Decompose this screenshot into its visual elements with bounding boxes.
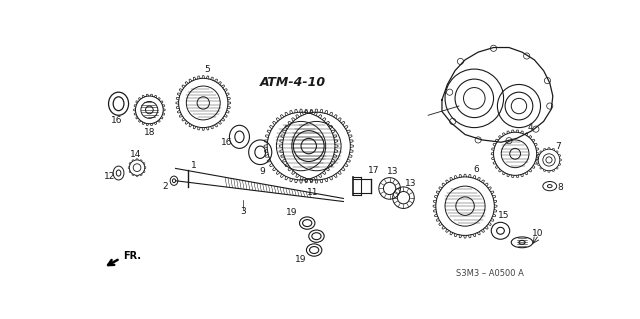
Text: 13: 13 [387, 167, 399, 176]
Text: 5: 5 [204, 64, 210, 74]
Text: 11: 11 [307, 188, 318, 197]
Text: 15: 15 [498, 211, 509, 220]
Text: 16: 16 [221, 138, 233, 147]
Text: 2: 2 [162, 182, 168, 191]
Text: 16: 16 [111, 116, 123, 125]
Text: 12: 12 [104, 172, 115, 182]
Text: 14: 14 [130, 150, 141, 159]
Text: 6: 6 [474, 165, 479, 174]
Text: 7: 7 [556, 142, 561, 151]
Text: 9: 9 [260, 167, 266, 176]
Text: 1: 1 [191, 161, 197, 170]
Text: FR.: FR. [123, 251, 141, 261]
Text: ATM-4-10: ATM-4-10 [260, 77, 326, 89]
Text: 8: 8 [557, 183, 563, 192]
Text: 19: 19 [286, 208, 298, 217]
Text: 18: 18 [143, 128, 155, 137]
Text: 19: 19 [294, 255, 306, 264]
Text: 3: 3 [241, 207, 246, 216]
Text: 10: 10 [532, 229, 543, 238]
Text: 17: 17 [369, 166, 380, 175]
Text: 13: 13 [405, 179, 417, 188]
Text: 4: 4 [528, 123, 533, 132]
Text: S3M3 – A0500 A: S3M3 – A0500 A [456, 270, 524, 278]
